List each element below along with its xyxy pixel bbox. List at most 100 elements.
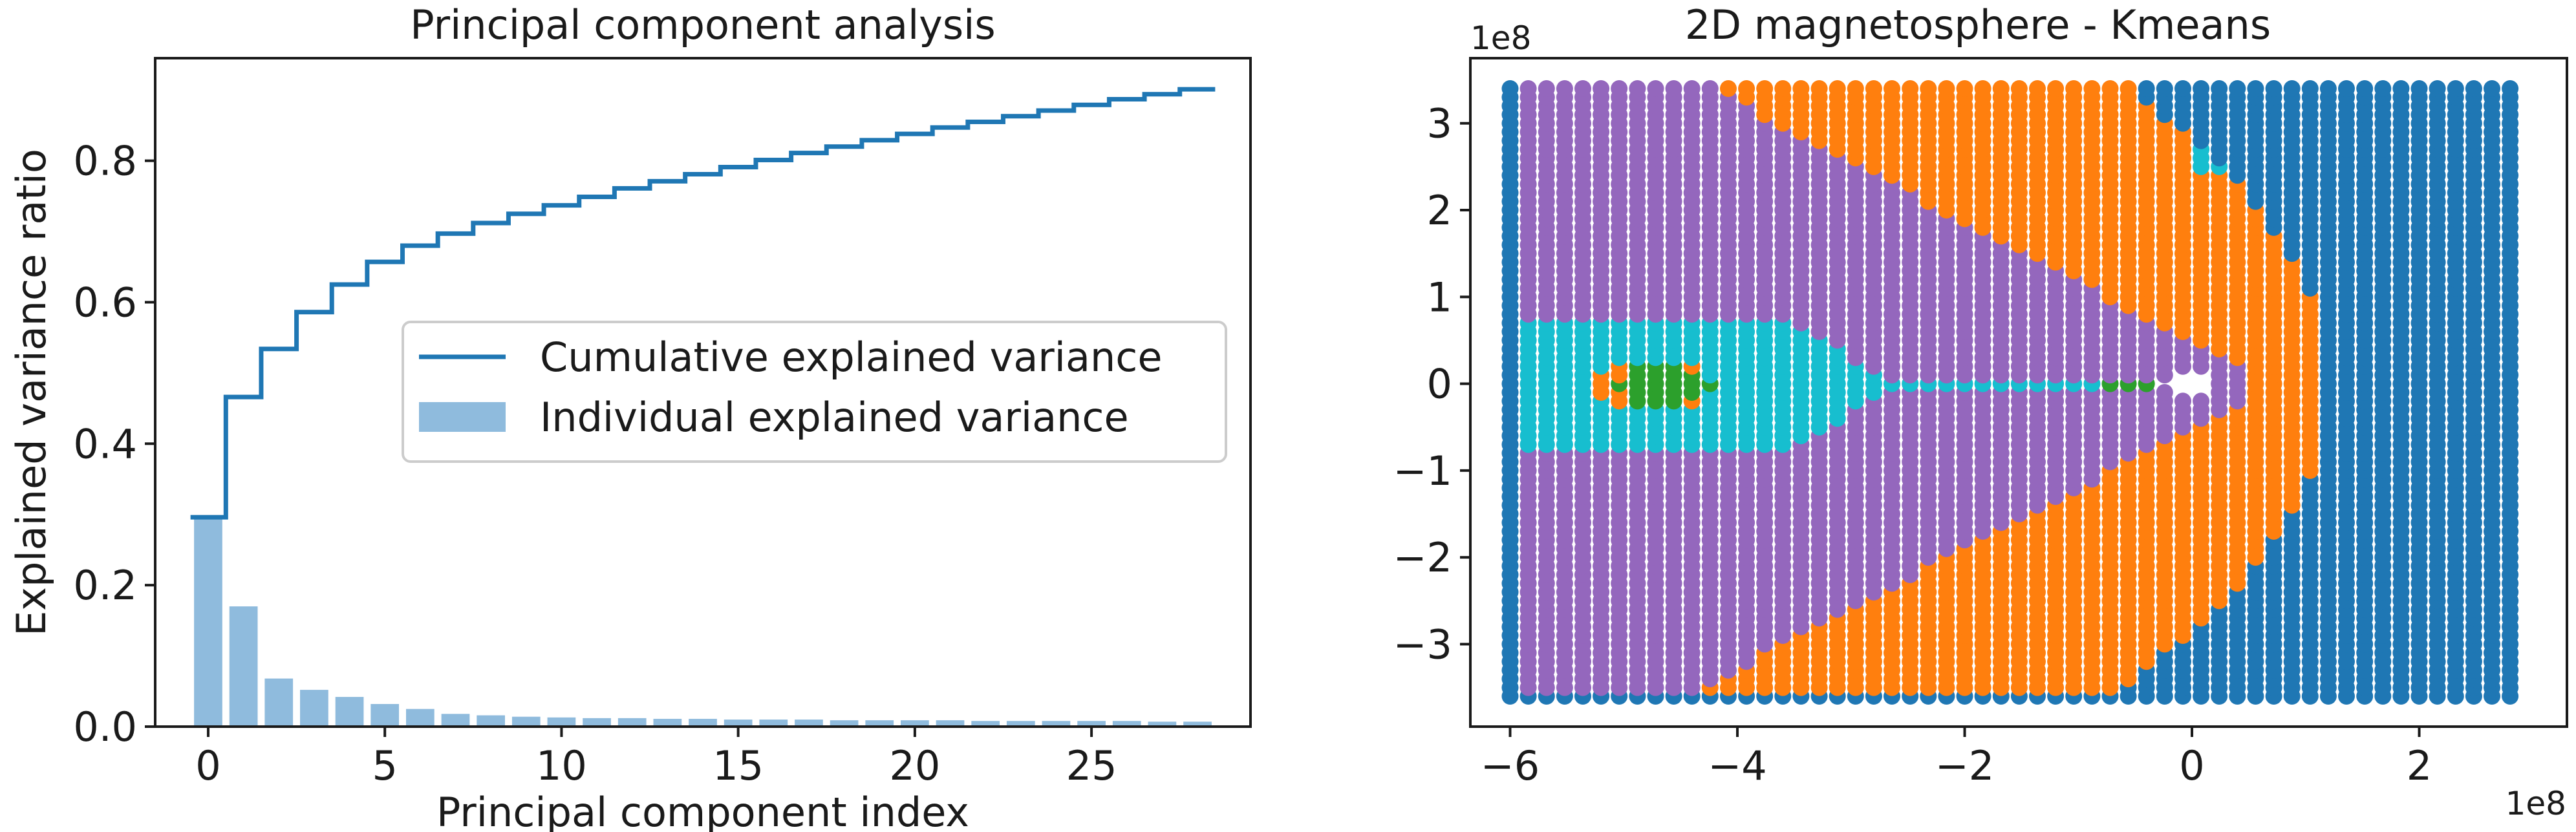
cluster-point xyxy=(1847,80,1864,97)
kmeans-y-offset-label: 1e8 xyxy=(1470,19,1531,57)
pca-chart-title: Principal component analysis xyxy=(410,1,995,48)
variance-bar xyxy=(865,720,894,727)
kmeans-plot-frame xyxy=(1469,57,2568,728)
cluster-point xyxy=(1992,80,2010,97)
cluster-point xyxy=(2211,80,2228,97)
cluster-point xyxy=(1829,80,1846,97)
cluster-point xyxy=(2029,80,2046,97)
cluster-point xyxy=(2065,80,2083,97)
cluster-point xyxy=(1611,80,1628,97)
cluster-point xyxy=(1884,80,1900,97)
kmeans-x-offset-label: 1e8 xyxy=(2506,785,2566,822)
pca-y-axis-label: Explained variance ratio xyxy=(8,149,55,636)
cluster-point xyxy=(2301,80,2319,97)
variance-bar xyxy=(759,720,788,727)
variance-bar xyxy=(264,678,294,727)
cluster-point xyxy=(2319,80,2337,97)
variance-bar xyxy=(830,720,859,727)
variance-bar xyxy=(1148,721,1177,727)
pca-x-tick-label: 15 xyxy=(713,742,764,789)
variance-bar xyxy=(405,709,435,727)
pca-x-tick-label: 10 xyxy=(536,742,587,789)
cluster-point xyxy=(2392,80,2410,97)
variance-bar xyxy=(617,718,647,727)
variance-bar xyxy=(300,690,328,727)
pca-y-ticks: 0.0 0.2 0.4 0.6 0.8 xyxy=(73,138,155,751)
cluster-point xyxy=(2265,80,2282,97)
cluster-point xyxy=(2338,80,2355,97)
cluster-point xyxy=(1683,80,1701,97)
kmeans-x-tick-label: −2 xyxy=(1935,742,1994,789)
cluster-point xyxy=(1956,80,1973,97)
kmeans-y-ticks: −3 −2 −1 0 1 2 3 xyxy=(1393,100,1470,668)
variance-bar xyxy=(1006,721,1035,727)
variance-bar xyxy=(229,606,258,727)
variance-bar xyxy=(936,720,965,727)
kmeans-y-tick-label: 0 xyxy=(1427,361,1452,408)
pca-y-tick-label: 0.4 xyxy=(73,420,137,467)
cluster-point xyxy=(2410,80,2428,97)
cluster-point xyxy=(2356,80,2374,97)
pca-x-tick-label: 25 xyxy=(1066,742,1117,789)
cluster-point xyxy=(1647,80,1664,97)
pca-x-tick-label: 0 xyxy=(195,742,220,789)
kmeans-y-tick-label: −1 xyxy=(1393,447,1452,495)
cluster-point xyxy=(1810,80,1828,97)
legend-frame xyxy=(402,321,1227,463)
cluster-point xyxy=(1720,80,1737,97)
variance-bar xyxy=(441,714,470,727)
legend-bar-swatch xyxy=(419,402,506,432)
cluster-point xyxy=(2083,80,2101,97)
cluster-point xyxy=(1902,80,1919,97)
kmeans-y-tick-label: 1 xyxy=(1427,273,1452,321)
cluster-point xyxy=(2047,80,2065,97)
cluster-point xyxy=(1738,80,1755,97)
kmeans-x-tick-label: −6 xyxy=(1481,742,1540,789)
variance-bar xyxy=(1112,721,1141,727)
kmeans-points xyxy=(1501,80,2519,705)
variance-bar xyxy=(795,720,823,727)
variance-bar xyxy=(901,720,929,727)
kmeans-x-tick-label: −4 xyxy=(1708,742,1766,789)
cluster-point xyxy=(2174,80,2191,97)
pca-x-axis-label: Principal component index xyxy=(436,789,969,832)
kmeans-x-tick-label: 2 xyxy=(2407,742,2432,789)
variance-bar xyxy=(1077,721,1106,727)
cluster-point xyxy=(2174,392,2191,410)
cluster-point xyxy=(2229,80,2246,97)
cluster-point xyxy=(1774,80,1792,97)
pca-y-tick-label: 0.8 xyxy=(73,138,137,185)
cluster-point xyxy=(2247,80,2264,97)
variance-bar xyxy=(583,718,611,727)
pca-panel: Principal component analysis 0 5 10 15 20 25 … xyxy=(8,1,1252,832)
variance-bar xyxy=(335,697,364,727)
variance-bar xyxy=(724,720,753,727)
cluster-point xyxy=(1519,80,1537,97)
kmeans-y-tick-label: 3 xyxy=(1427,100,1452,147)
pca-plot-frame xyxy=(154,57,1252,728)
cluster-point xyxy=(2120,80,2137,97)
cluster-point xyxy=(2156,384,2173,401)
cluster-point xyxy=(2193,392,2210,410)
cluster-point xyxy=(2429,80,2446,97)
cluster-point xyxy=(1920,80,1937,97)
kmeans-x-tick-label: 0 xyxy=(2179,742,2204,789)
kmeans-y-tick-label: −3 xyxy=(1393,621,1452,668)
cluster-point xyxy=(2374,80,2392,97)
legend-label-cumulative: Cumulative explained variance xyxy=(540,334,1163,381)
variance-bar xyxy=(653,718,682,727)
cluster-point xyxy=(1756,80,1774,97)
variance-bar xyxy=(194,517,222,727)
pca-y-tick-label: 0.2 xyxy=(73,562,137,609)
pca-x-tick-label: 20 xyxy=(889,742,940,789)
pca-y-tick-label: 0.0 xyxy=(73,703,137,751)
cumulative-variance-line xyxy=(190,87,1216,520)
cluster-point xyxy=(1574,80,1591,97)
cluster-point xyxy=(2283,80,2301,97)
variance-bar xyxy=(1042,721,1071,727)
pca-x-tick-label: 5 xyxy=(372,742,397,789)
cluster-point xyxy=(1593,80,1610,97)
variance-bar xyxy=(477,715,505,727)
kmeans-y-tick-label: 2 xyxy=(1427,187,1452,234)
